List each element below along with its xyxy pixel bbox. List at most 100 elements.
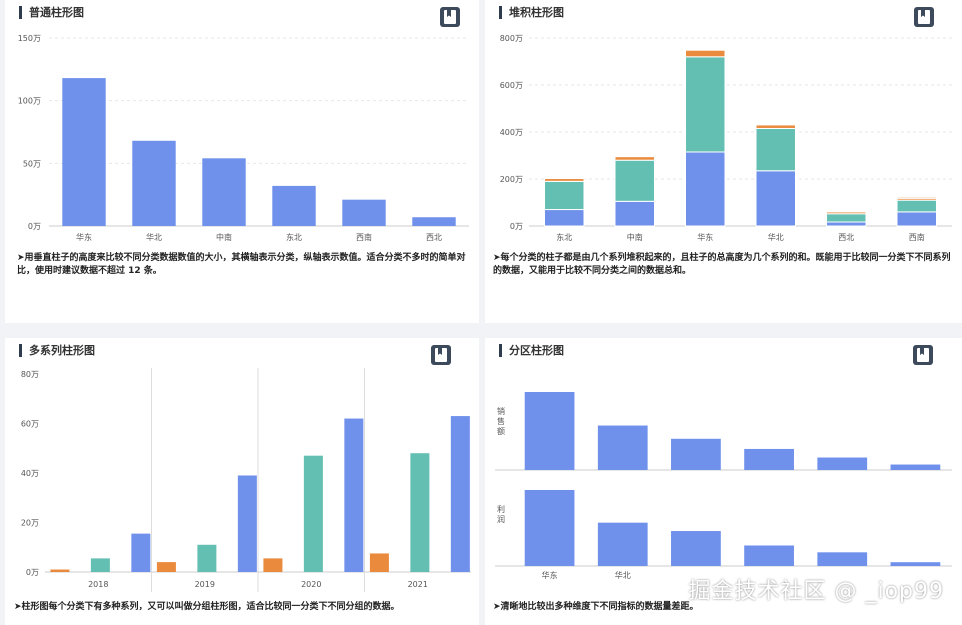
bar [202, 158, 246, 226]
bar [450, 416, 470, 572]
watermark-text: 掘金技术社区 @ _iop99 [688, 579, 944, 604]
x-tick-label: 西南 [356, 232, 372, 242]
x-tick-label: 华北 [615, 570, 631, 580]
stacked-bar-segment [896, 199, 937, 213]
panel-description: ➤用垂直柱子的高度来比较不同分类数据数值的大小，其横轴表示分类，纵轴表示数值。适… [17, 253, 466, 276]
panel-description: ➤清晰地比较出多种维度下不同指标的数据量差距。 [493, 602, 699, 612]
y-tick-label: 50万 [23, 159, 41, 168]
y-tick-label: 800万 [500, 34, 523, 43]
facet-label-char: 销 [497, 406, 505, 416]
bar [237, 475, 257, 572]
x-tick-label: 华北 [768, 232, 784, 242]
stacked-bar-segment [685, 49, 726, 58]
bar [744, 448, 794, 470]
stacked-bar-segment [614, 156, 655, 161]
x-tick-label: 中南 [627, 232, 643, 242]
bar [890, 464, 941, 470]
x-tick-label: 华东 [542, 570, 558, 580]
stacked-bar-segment [826, 210, 867, 213]
y-tick-label: 200万 [500, 175, 523, 184]
stacked-bar-segment [614, 159, 655, 202]
panel-faceted-bar: 分区柱形图 销售额利润华东 华北 ➤清晰地比较出多种维度下不同指标的数据量差距。 [485, 338, 962, 625]
stacked-bar-segment [685, 56, 726, 153]
panel-basic-bar: 普通柱形图 0万 50万 100万 150万 华东 华北 中南 东北 西南 西北 ➤用垂直柱子的高… [5, 0, 479, 323]
x-tick-label: 西北 [426, 233, 442, 242]
bar [344, 418, 364, 572]
bar [303, 455, 323, 572]
x-tick-label: 华东 [697, 232, 713, 242]
x-tick-label: 西北 [838, 233, 854, 242]
bar [197, 544, 217, 572]
bar [369, 553, 389, 572]
stacked-bar-segment [544, 180, 585, 211]
bar [272, 185, 316, 226]
x-tick-label: 东北 [556, 232, 572, 242]
bar [597, 425, 648, 470]
panel-description: ➤柱形图每个分类下有多种系列，又可以叫做分组柱形图，适合比较同一分类下不同分组的… [14, 602, 400, 612]
bar [817, 457, 868, 470]
stacked-bar-segment [896, 211, 937, 227]
bar [412, 217, 456, 226]
panel-grouped-bar: 多系列柱形图 0万 20万 40万 60万 80万 2018 2019 2020 2021 ➤柱… [5, 338, 479, 625]
x-tick-label: 2021 [408, 580, 428, 589]
bar [524, 490, 575, 566]
panel-title: 普通柱形图 [19, 6, 84, 19]
x-tick-label: 2018 [88, 580, 108, 589]
y-tick-label: 0万 [26, 568, 39, 577]
stacked-bar-segment [544, 209, 585, 227]
bar [131, 533, 151, 572]
bar [263, 558, 283, 572]
bar [597, 522, 648, 566]
stacked-bar-segment [685, 151, 726, 227]
bar [671, 531, 721, 566]
stacked-bar-segment [544, 178, 585, 182]
grouped-bar-chart: 0万 20万 40万 60万 80万 2018 2019 2020 2021 [21, 368, 471, 592]
y-tick-label: 100万 [18, 97, 41, 106]
bookmark-book-icon[interactable] [912, 344, 934, 366]
stacked-bar-segment [896, 196, 937, 199]
bar [744, 545, 794, 566]
y-tick-label: 80万 [21, 370, 39, 379]
panel-description: ➤每个分类的柱子都是由几个系列堆积起来的，且柱子的总高度为几个系列的和。既能用于… [493, 253, 951, 276]
bookmark-book-icon[interactable] [913, 6, 935, 28]
bar [156, 562, 176, 572]
bar [62, 78, 106, 227]
y-tick-label: 400万 [500, 128, 523, 137]
panel-title: 分区柱形图 [499, 344, 564, 357]
panel-title: 堆积柱形图 [499, 6, 564, 19]
x-tick-label: 中南 [216, 232, 232, 242]
bar [342, 199, 386, 226]
y-tick-label: 60万 [21, 420, 39, 429]
x-tick-label: 2020 [301, 580, 321, 589]
bar [817, 552, 868, 566]
stacked-bar-segment [614, 200, 655, 227]
y-tick-label: 150万 [18, 34, 41, 43]
panel-stacked-bar: 堆积柱形图 0万 200万 400万 600万 800万 东北 中南 华东 华北 西北 西南 ➤每个… [485, 0, 962, 323]
bar [50, 569, 70, 572]
stacked-bar-segment [826, 221, 867, 227]
panel-title: 多系列柱形图 [19, 344, 95, 357]
stacked-bar-segment [826, 213, 867, 223]
y-tick-label: 20万 [21, 519, 39, 528]
bar [524, 392, 575, 470]
x-tick-label: 西南 [909, 232, 925, 242]
x-tick-label: 2019 [195, 580, 215, 589]
facet-label-char: 利 [497, 504, 505, 514]
y-tick-label: 0万 [28, 222, 41, 231]
bar [132, 140, 176, 226]
bar [890, 562, 941, 566]
facet-label-char: 售 [497, 416, 505, 426]
bar [410, 453, 430, 572]
bookmark-book-icon[interactable] [430, 344, 452, 366]
x-tick-label: 华北 [146, 232, 162, 242]
bookmark-book-icon[interactable] [439, 6, 461, 28]
bar [671, 438, 721, 470]
stacked-bar-segment [755, 170, 796, 227]
x-tick-label: 东北 [286, 232, 302, 242]
bar [90, 558, 110, 572]
y-tick-label: 600万 [500, 81, 523, 90]
stacked-bar-segment [755, 127, 796, 172]
